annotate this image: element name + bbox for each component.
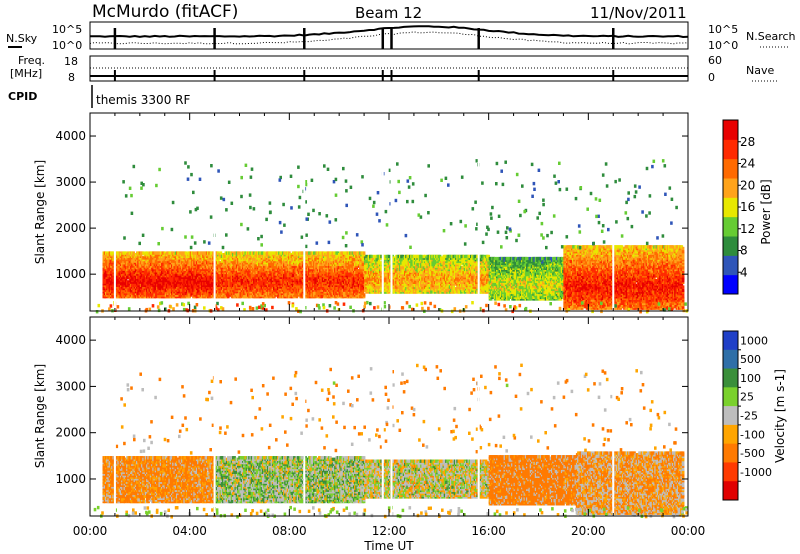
data-cell bbox=[117, 262, 120, 267]
data-cell bbox=[121, 290, 124, 294]
noise-sky-line bbox=[90, 25, 689, 39]
nave-tick-high: 60 bbox=[708, 54, 722, 67]
noise-panel bbox=[89, 21, 689, 50]
nsearch-label: N.Search bbox=[746, 30, 796, 43]
data-cell bbox=[121, 256, 124, 260]
cpid-text: themis 3300 RF bbox=[96, 93, 190, 107]
noise-search-line bbox=[89, 31, 689, 45]
nave-label: Nave bbox=[746, 64, 774, 77]
data-cell bbox=[121, 273, 124, 278]
data-cell bbox=[121, 262, 124, 267]
noise-tick-high-left: 10^5 bbox=[52, 23, 82, 36]
frequency-panel bbox=[89, 55, 689, 82]
data-cell bbox=[126, 280, 129, 284]
data-cell bbox=[123, 251, 127, 255]
beam-title: Beam 12 bbox=[355, 4, 422, 22]
data-cell bbox=[102, 277, 106, 281]
data-cell bbox=[123, 273, 127, 278]
date-title: 11/Nov/2011 bbox=[590, 4, 687, 22]
power-cells bbox=[95, 159, 689, 314]
data-cell bbox=[126, 288, 129, 292]
data-cell bbox=[126, 262, 129, 267]
freq-unit-label: [MHz] bbox=[10, 67, 42, 80]
data-cell bbox=[121, 269, 124, 273]
noise-tick-low-left: 10^0 bbox=[52, 39, 82, 52]
data-cell bbox=[121, 277, 124, 281]
noise-tick-low-right: 10^0 bbox=[708, 39, 738, 52]
data-cell bbox=[126, 270, 129, 275]
freq-tick-high: 18 bbox=[64, 55, 78, 68]
cpid-label: CPID bbox=[8, 90, 37, 103]
data-cell bbox=[123, 290, 127, 294]
data-cell bbox=[219, 251, 223, 255]
data-cell bbox=[314, 294, 317, 299]
data-cell bbox=[126, 265, 129, 270]
station-title: McMurdo (fitACF) bbox=[92, 2, 238, 22]
data-cell bbox=[149, 291, 153, 296]
data-cell bbox=[126, 253, 129, 257]
nsky-label: N.Sky bbox=[6, 32, 38, 45]
data-cell bbox=[121, 251, 124, 255]
freq-label: Freq. bbox=[18, 54, 45, 67]
data-cell bbox=[126, 291, 129, 296]
noise-tick-high-right: 10^5 bbox=[708, 23, 738, 36]
nave-tick-low: 0 bbox=[708, 71, 715, 84]
freq-tick-low: 8 bbox=[68, 71, 75, 84]
data-cell bbox=[176, 291, 179, 296]
data-cell bbox=[121, 293, 124, 297]
data-cell bbox=[123, 264, 127, 268]
data-cell bbox=[123, 277, 127, 281]
data-cell bbox=[123, 291, 127, 296]
data-cell bbox=[123, 257, 127, 262]
data-cell bbox=[126, 261, 129, 265]
